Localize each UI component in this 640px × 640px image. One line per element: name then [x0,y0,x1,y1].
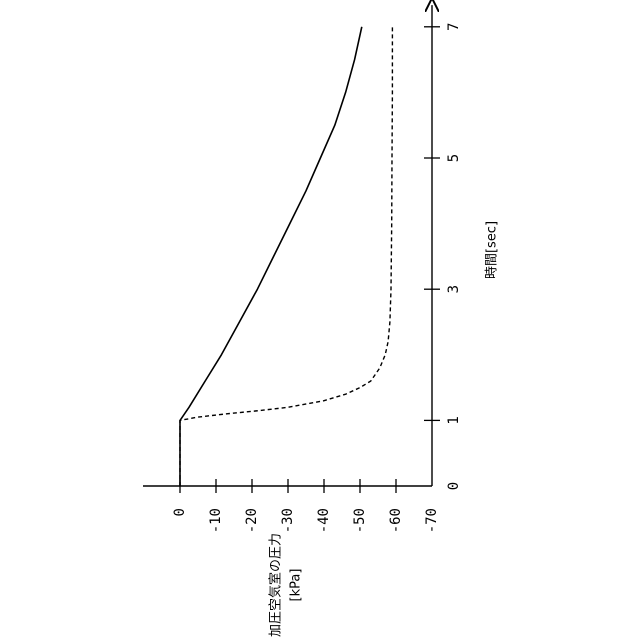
time-tick-label: 7 [446,23,462,31]
pressure-tick-label: -70 [424,508,440,533]
time-tick-label: 3 [446,285,462,293]
pressure-tick-label: -60 [388,508,404,533]
solid-series-line [180,27,362,486]
pressure-tick-label: -40 [316,508,332,533]
pressure-tick-label: -50 [352,508,368,533]
time-tick-label: 0 [446,482,462,490]
pressure-tick-label: -30 [280,508,296,533]
y-axis-title-line2: [kPa] [289,569,304,602]
ticks: 0 1 3 5 7 0 -10 -20 -30 -40 -50 -60 -70 [172,23,462,534]
pressure-tick-label: 0 [172,508,188,516]
time-tick-label: 5 [446,154,462,162]
labels: 時間[sec] 加圧空気室の圧力 [kPa] [268,221,500,637]
pressure-tick-label: -10 [208,508,224,533]
x-axis-title: 時間[sec] [485,221,500,279]
series-group [180,27,392,486]
pressure-tick-label: -20 [244,508,260,533]
time-tick-label: 1 [446,416,462,424]
y-axis-title-line1: 加圧空気室の圧力 [268,533,284,637]
dashed-series-line [180,27,392,486]
axes [143,5,432,486]
